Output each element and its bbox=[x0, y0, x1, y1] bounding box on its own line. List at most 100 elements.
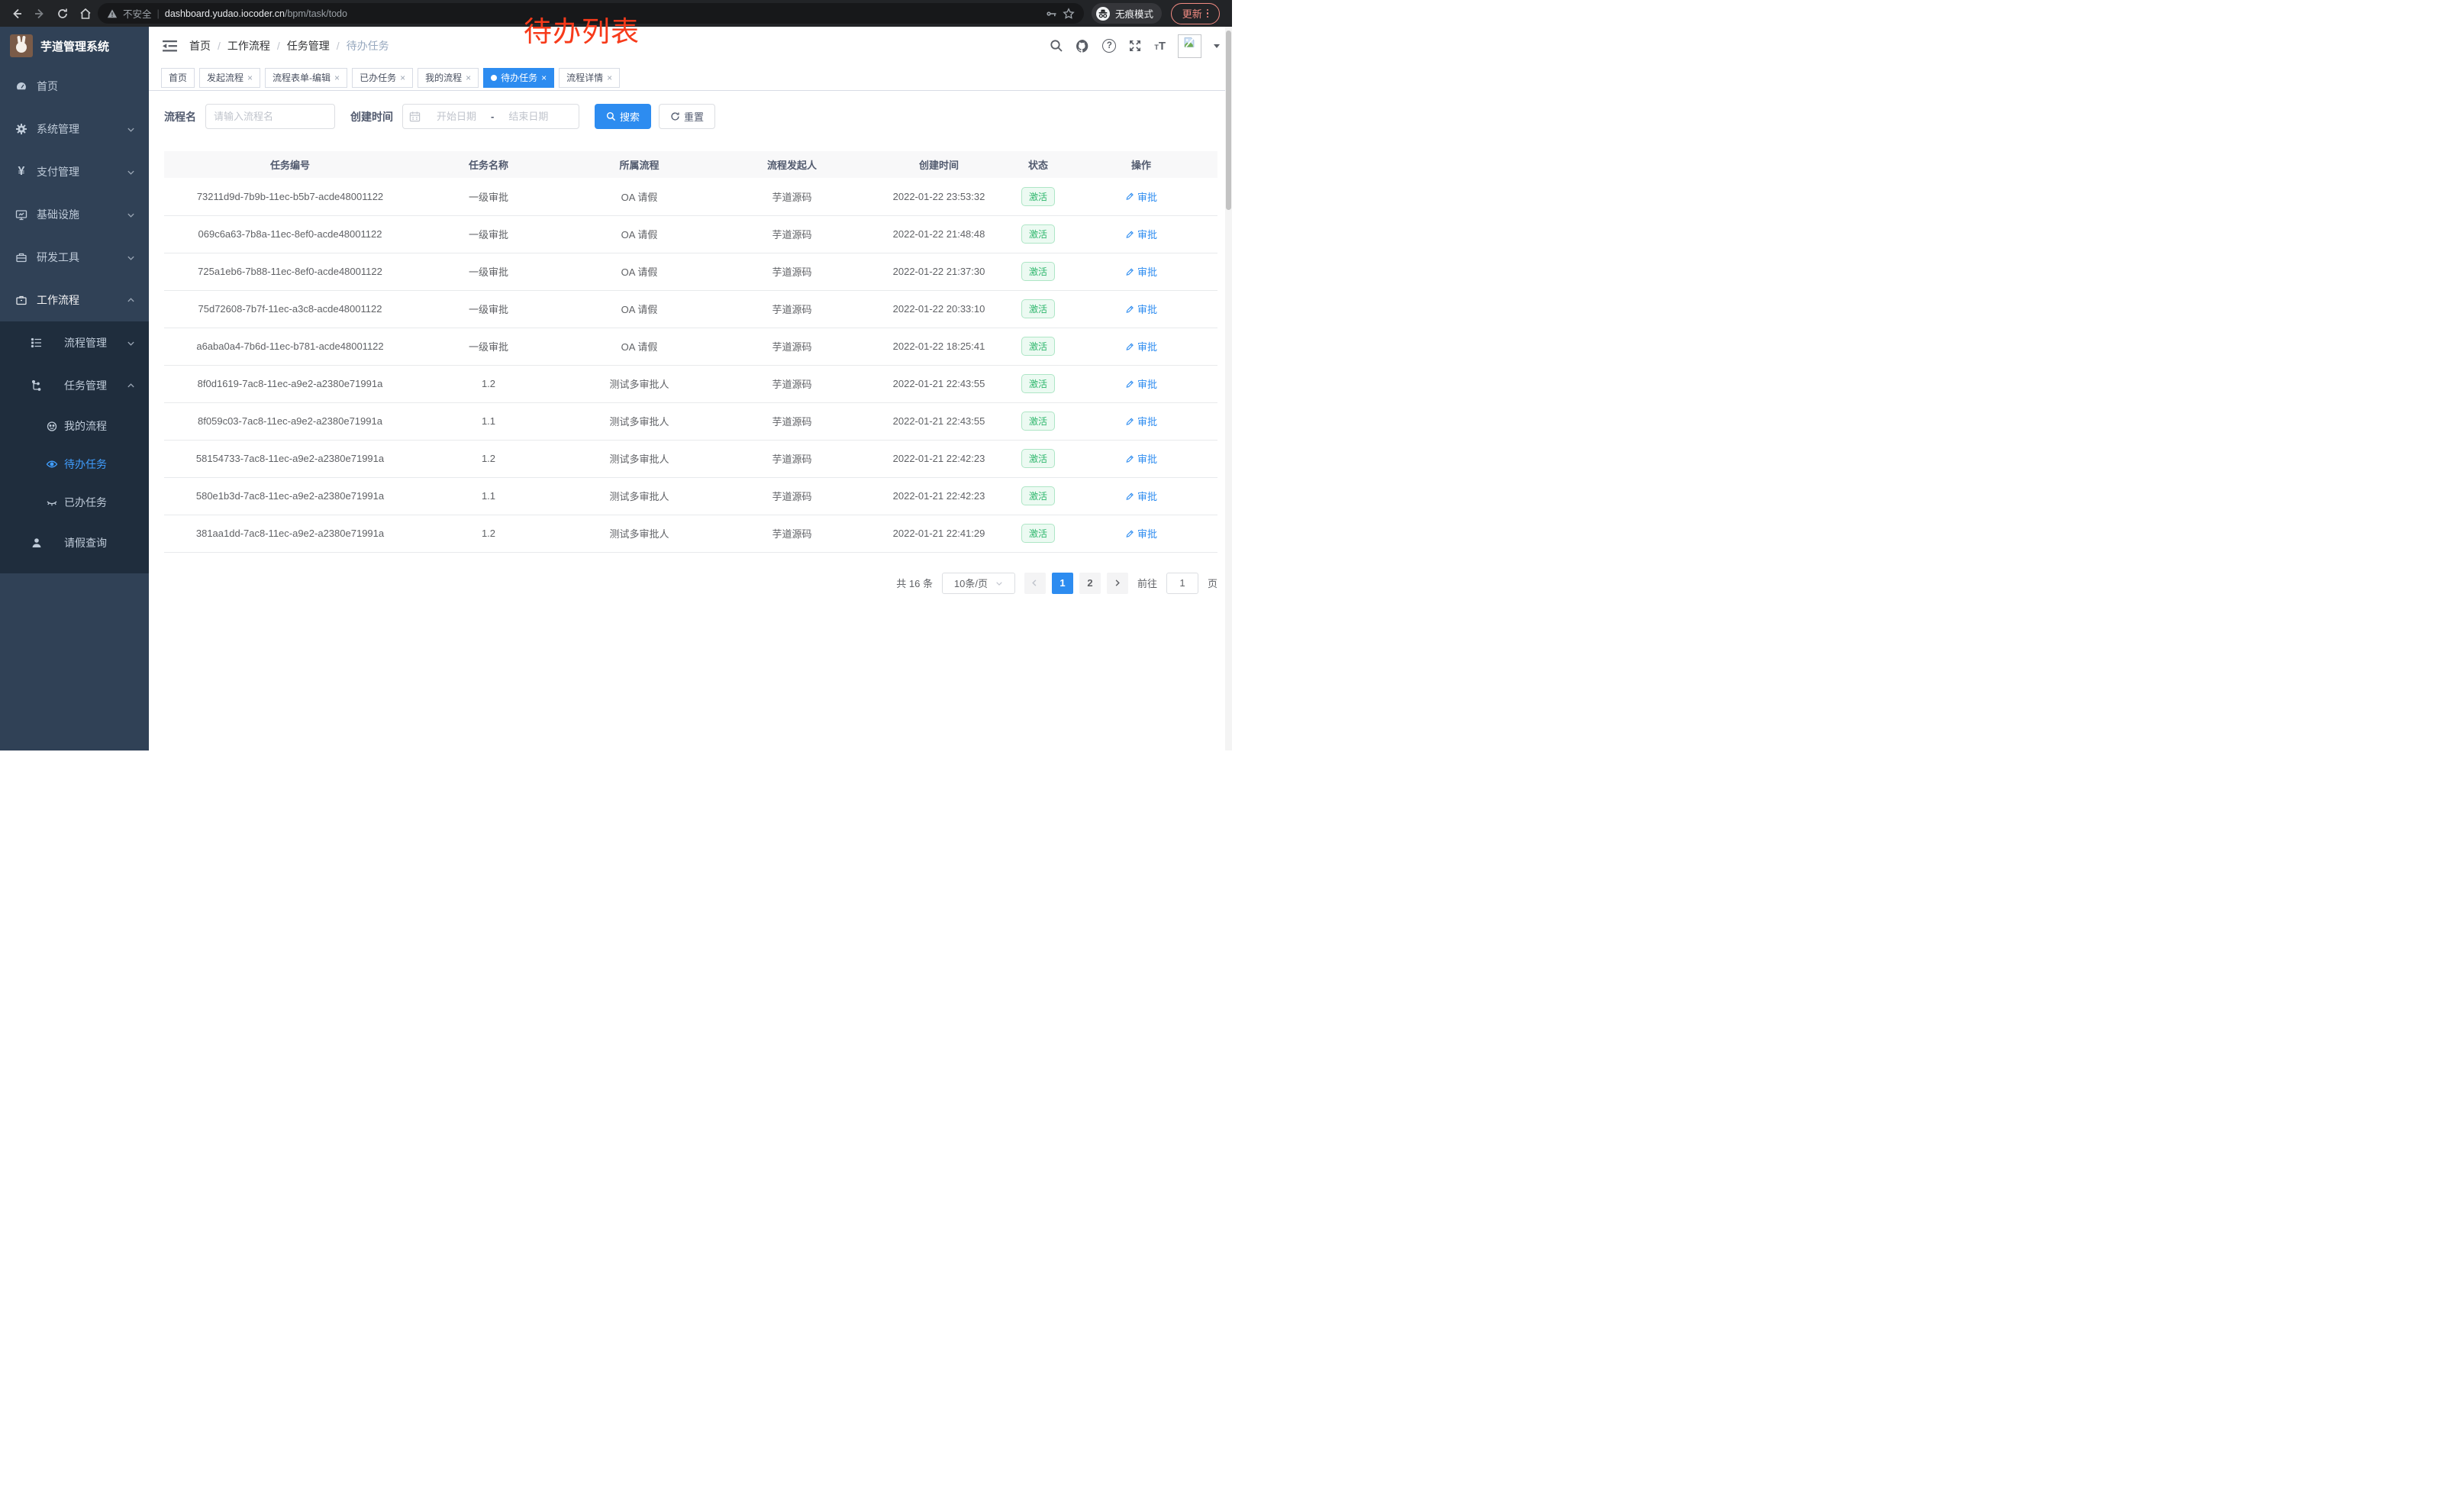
approve-link[interactable]: 审批 bbox=[1125, 526, 1157, 541]
breadcrumb-workflow[interactable]: 工作流程 bbox=[227, 40, 270, 52]
gear-icon bbox=[15, 123, 27, 135]
close-icon[interactable]: × bbox=[400, 72, 406, 83]
avatar[interactable] bbox=[1178, 34, 1201, 58]
chevron-down-icon bbox=[996, 581, 1002, 586]
browser-back-icon[interactable] bbox=[11, 8, 23, 20]
sidebar-item-done-tasks[interactable]: 已办任务 bbox=[0, 483, 149, 521]
col-action: 操作 bbox=[1065, 151, 1217, 178]
next-page-button[interactable] bbox=[1106, 572, 1128, 594]
browser-menu-dots-icon[interactable] bbox=[1206, 8, 1209, 18]
user-icon bbox=[31, 537, 43, 549]
browser-toolbar: 不安全 | dashboard.yudao.iocoder.cn/bpm/tas… bbox=[0, 0, 1232, 27]
close-icon[interactable]: × bbox=[607, 72, 613, 83]
process-name-input[interactable] bbox=[205, 104, 335, 129]
annotation-title: 待办列表 bbox=[524, 16, 640, 47]
app-logo-row[interactable]: 芋道管理系统 bbox=[0, 27, 149, 65]
github-icon[interactable] bbox=[1076, 39, 1090, 53]
status-badge: 激活 bbox=[1021, 449, 1055, 468]
reset-button[interactable]: 重置 bbox=[659, 104, 716, 129]
bookmark-star-icon[interactable] bbox=[1063, 7, 1075, 20]
start-date-input[interactable] bbox=[424, 111, 489, 122]
incognito-icon bbox=[1095, 6, 1111, 21]
tab-start-process[interactable]: 发起流程 × bbox=[199, 67, 261, 88]
sidebar-item-process-management[interactable]: 流程管理 bbox=[0, 321, 149, 364]
search-button[interactable]: 搜索 bbox=[595, 104, 652, 129]
breadcrumb-task-management[interactable]: 任务管理 bbox=[286, 40, 330, 52]
date-range-picker[interactable]: - bbox=[402, 104, 579, 129]
search-icon[interactable] bbox=[1050, 39, 1063, 53]
goto-label: 前往 bbox=[1137, 578, 1157, 589]
approve-link[interactable]: 审批 bbox=[1125, 414, 1157, 428]
calendar-icon bbox=[409, 111, 421, 122]
tab-home[interactable]: 首页 bbox=[161, 67, 195, 88]
filter-row: 流程名 创建时间 - 搜索 重置 bbox=[164, 104, 1232, 129]
page-button-1[interactable]: 1 bbox=[1051, 572, 1073, 594]
workflow-submenu: 流程管理 任务管理 我的流程 待办任务 已办任务 请假查询 bbox=[0, 321, 149, 573]
close-icon[interactable]: × bbox=[466, 72, 472, 83]
approve-link[interactable]: 审批 bbox=[1125, 489, 1157, 503]
browser-update-button[interactable]: 更新 bbox=[1171, 2, 1220, 24]
app-title: 芋道管理系统 bbox=[40, 40, 110, 53]
scrollbar-track[interactable] bbox=[1225, 27, 1232, 750]
col-task-name: 任务名称 bbox=[416, 151, 561, 178]
goto-suffix: 页 bbox=[1207, 578, 1217, 589]
sidebar-item-infrastructure[interactable]: 基础设施 bbox=[0, 193, 149, 236]
approve-link[interactable]: 审批 bbox=[1125, 339, 1157, 353]
briefcase-icon bbox=[15, 294, 27, 306]
tab-form-edit[interactable]: 流程表单-编辑 × bbox=[265, 67, 348, 88]
active-tab-dot bbox=[491, 74, 498, 81]
chevron-down-icon bbox=[127, 211, 135, 219]
approve-link[interactable]: 审批 bbox=[1125, 227, 1157, 241]
browser-forward-icon[interactable] bbox=[34, 8, 46, 20]
process-name-label: 流程名 bbox=[164, 110, 196, 123]
prev-page-button[interactable] bbox=[1024, 572, 1046, 594]
browser-home-icon[interactable] bbox=[79, 8, 92, 20]
breadcrumb-current: 待办任务 bbox=[346, 40, 389, 52]
url-host: dashboard.yudao.iocoder.cn bbox=[164, 8, 285, 19]
approve-link[interactable]: 审批 bbox=[1125, 189, 1157, 204]
tab-my-process[interactable]: 我的流程 × bbox=[418, 67, 479, 88]
table-row: 725a1eb6-7b88-11ec-8ef0-acde48001122 一级审批… bbox=[164, 253, 1217, 291]
fullscreen-icon[interactable] bbox=[1128, 39, 1142, 53]
chevron-down-icon bbox=[127, 253, 135, 262]
status-badge: 激活 bbox=[1021, 524, 1055, 543]
password-key-icon[interactable] bbox=[1045, 8, 1057, 20]
close-icon[interactable]: × bbox=[334, 72, 340, 83]
close-icon[interactable]: × bbox=[541, 72, 547, 83]
browser-reload-icon[interactable] bbox=[56, 8, 69, 20]
sidebar-item-system[interactable]: 系统管理 bbox=[0, 108, 149, 150]
address-bar[interactable]: 不安全 | dashboard.yudao.iocoder.cn/bpm/tas… bbox=[98, 3, 1084, 24]
sidebar-item-home[interactable]: 首页 bbox=[0, 65, 149, 108]
sidebar-item-dev-tools[interactable]: 研发工具 bbox=[0, 236, 149, 279]
table-row: 069c6a63-7b8a-11ec-8ef0-acde48001122 一级审批… bbox=[164, 215, 1217, 253]
scrollbar-thumb[interactable] bbox=[1226, 31, 1231, 210]
close-icon[interactable]: × bbox=[247, 72, 253, 83]
status-badge: 激活 bbox=[1021, 412, 1055, 431]
tab-done-tasks[interactable]: 已办任务 × bbox=[352, 67, 414, 88]
sidebar-item-workflow[interactable]: 工作流程 bbox=[0, 279, 149, 321]
sidebar-item-leave-query[interactable]: 请假查询 bbox=[0, 521, 149, 564]
approve-link[interactable]: 审批 bbox=[1125, 376, 1157, 391]
help-icon[interactable]: ? bbox=[1102, 39, 1117, 53]
status-badge: 激活 bbox=[1021, 486, 1055, 505]
approve-link[interactable]: 审批 bbox=[1125, 264, 1157, 279]
end-date-input[interactable] bbox=[495, 111, 562, 122]
sidebar-collapse-icon[interactable] bbox=[163, 40, 177, 53]
goto-page-input[interactable] bbox=[1166, 572, 1198, 594]
approve-link[interactable]: 审批 bbox=[1125, 451, 1157, 466]
approve-link[interactable]: 审批 bbox=[1125, 302, 1157, 316]
page-button-2[interactable]: 2 bbox=[1079, 572, 1101, 594]
table-header-row: 任务编号 任务名称 所属流程 流程发起人 创建时间 状态 操作 bbox=[164, 151, 1217, 178]
page-size-select[interactable]: 10条/页 bbox=[941, 572, 1015, 594]
sidebar-item-task-management[interactable]: 任务管理 bbox=[0, 364, 149, 407]
sidebar-item-payment[interactable]: ¥ 支付管理 bbox=[0, 150, 149, 193]
sidebar-item-my-process[interactable]: 我的流程 bbox=[0, 407, 149, 445]
sidebar: 芋道管理系统 首页 系统管理 ¥ 支付管理 基础设施 研发工具 工作流程 流程管… bbox=[0, 27, 149, 750]
sidebar-item-todo-tasks[interactable]: 待办任务 bbox=[0, 445, 149, 483]
avatar-caret-icon[interactable] bbox=[1214, 44, 1220, 48]
tab-todo-tasks[interactable]: 待办任务 × bbox=[483, 67, 555, 88]
tab-process-detail[interactable]: 流程详情 × bbox=[559, 67, 621, 88]
breadcrumb-home[interactable]: 首页 bbox=[189, 40, 211, 52]
